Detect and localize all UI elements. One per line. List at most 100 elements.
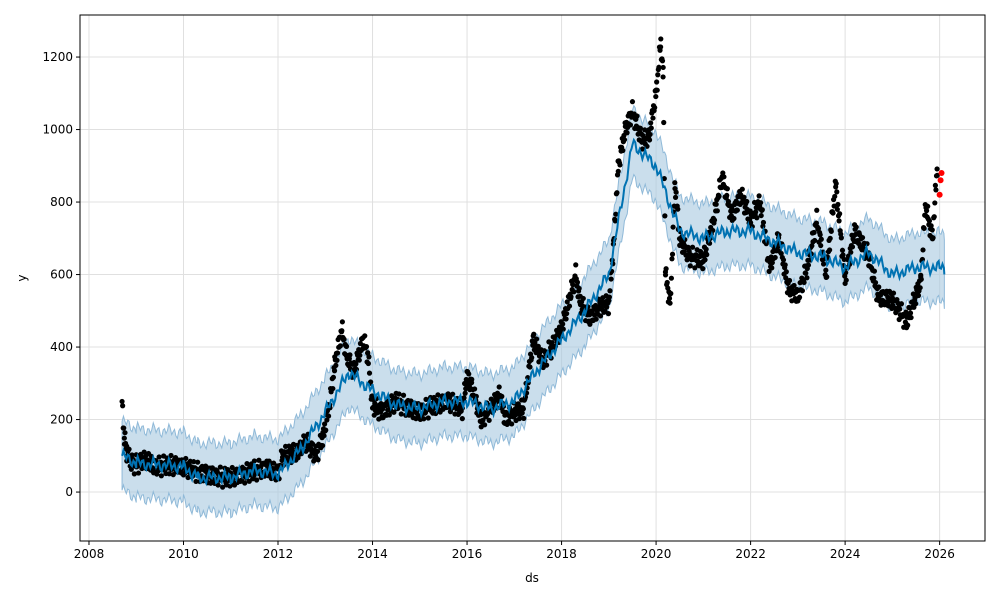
observed-point <box>573 262 579 268</box>
observed-point <box>917 285 923 291</box>
observed-point <box>563 316 569 322</box>
observed-point <box>656 64 662 70</box>
observed-point <box>820 261 827 267</box>
observed-point <box>566 303 573 309</box>
observed-point <box>339 319 345 325</box>
observed-point <box>534 336 540 342</box>
observed-point <box>353 361 359 367</box>
observed-point <box>365 360 371 367</box>
observed-point <box>724 186 730 192</box>
observed-point <box>227 483 233 489</box>
observed-point <box>639 146 646 152</box>
observed-point <box>864 241 870 247</box>
observed-point <box>519 410 525 416</box>
observed-point <box>661 175 667 182</box>
observed-point <box>668 275 674 281</box>
y-tick-label: 800 <box>50 195 73 209</box>
observed-point <box>769 265 775 271</box>
observed-point <box>637 125 643 131</box>
observed-point <box>195 459 201 465</box>
observed-point <box>814 207 820 213</box>
observed-point <box>356 357 362 363</box>
observed-point <box>753 209 759 215</box>
observed-point <box>928 223 934 229</box>
observed-point <box>897 306 903 312</box>
observed-point <box>379 406 386 412</box>
observed-point <box>721 174 727 180</box>
observed-point <box>921 225 927 231</box>
observed-point <box>353 366 360 373</box>
observed-point <box>560 321 566 327</box>
observed-point <box>634 113 640 119</box>
observed-point <box>499 393 505 399</box>
observed-point <box>853 224 859 230</box>
observed-point <box>576 285 582 292</box>
observed-point <box>843 277 849 283</box>
y-ticks: 0 200 400 600 800 1000 1200 <box>42 50 80 499</box>
observed-point <box>796 294 803 300</box>
test-point <box>938 170 945 177</box>
observed-point <box>120 403 126 409</box>
observed-point <box>812 237 818 244</box>
x-tick-label: 2020 <box>641 547 672 561</box>
x-axis-label: ds <box>525 571 539 585</box>
x-tick-label: 2016 <box>452 547 483 561</box>
observed-point <box>121 425 127 431</box>
observed-point <box>720 170 726 176</box>
observed-point <box>423 396 429 402</box>
observed-point <box>744 198 750 205</box>
uncertainty-band <box>121 104 945 520</box>
observed-point <box>932 182 938 188</box>
observed-point <box>898 301 905 307</box>
observed-point <box>615 168 621 174</box>
observed-point <box>659 58 666 64</box>
observed-point <box>647 131 653 138</box>
observed-point <box>913 301 919 307</box>
observed-point <box>256 457 262 463</box>
observed-point <box>658 44 664 50</box>
observed-point <box>734 207 740 213</box>
observed-point <box>805 262 812 268</box>
observed-point <box>461 395 467 401</box>
observed-point <box>818 242 824 249</box>
observed-point <box>544 362 550 368</box>
observed-point <box>597 313 604 319</box>
observed-point <box>617 162 623 168</box>
observed-point <box>532 340 538 346</box>
observed-point <box>655 72 661 78</box>
observed-point <box>769 260 775 266</box>
observed-point <box>220 484 226 490</box>
observed-point <box>271 460 277 466</box>
observed-point <box>570 282 576 288</box>
observed-point <box>339 328 345 334</box>
observed-point <box>462 390 468 396</box>
observed-point <box>662 272 669 278</box>
observed-point <box>122 430 128 436</box>
observed-point <box>334 357 340 363</box>
observed-point <box>804 275 810 281</box>
observed-point <box>362 333 368 339</box>
y-axis-label: y <box>15 274 29 281</box>
observed-point <box>890 290 897 296</box>
observed-point <box>653 93 659 100</box>
observed-point <box>520 406 526 412</box>
observed-point <box>564 299 570 305</box>
observed-point <box>664 279 670 286</box>
observed-point <box>391 409 397 415</box>
observed-point <box>703 246 709 252</box>
observed-point <box>827 235 833 241</box>
observed-point <box>760 219 767 226</box>
observed-point <box>193 478 199 485</box>
observed-point <box>823 267 829 273</box>
observed-point <box>669 251 676 257</box>
observed-point <box>758 212 764 219</box>
observed-point <box>710 227 716 234</box>
observed-point <box>832 193 838 200</box>
observed-point <box>782 262 788 268</box>
observed-point <box>650 115 656 121</box>
observed-point <box>363 344 370 350</box>
observed-point <box>933 187 939 193</box>
observed-point <box>126 446 132 452</box>
observed-point <box>934 166 940 172</box>
observed-point <box>687 263 693 269</box>
